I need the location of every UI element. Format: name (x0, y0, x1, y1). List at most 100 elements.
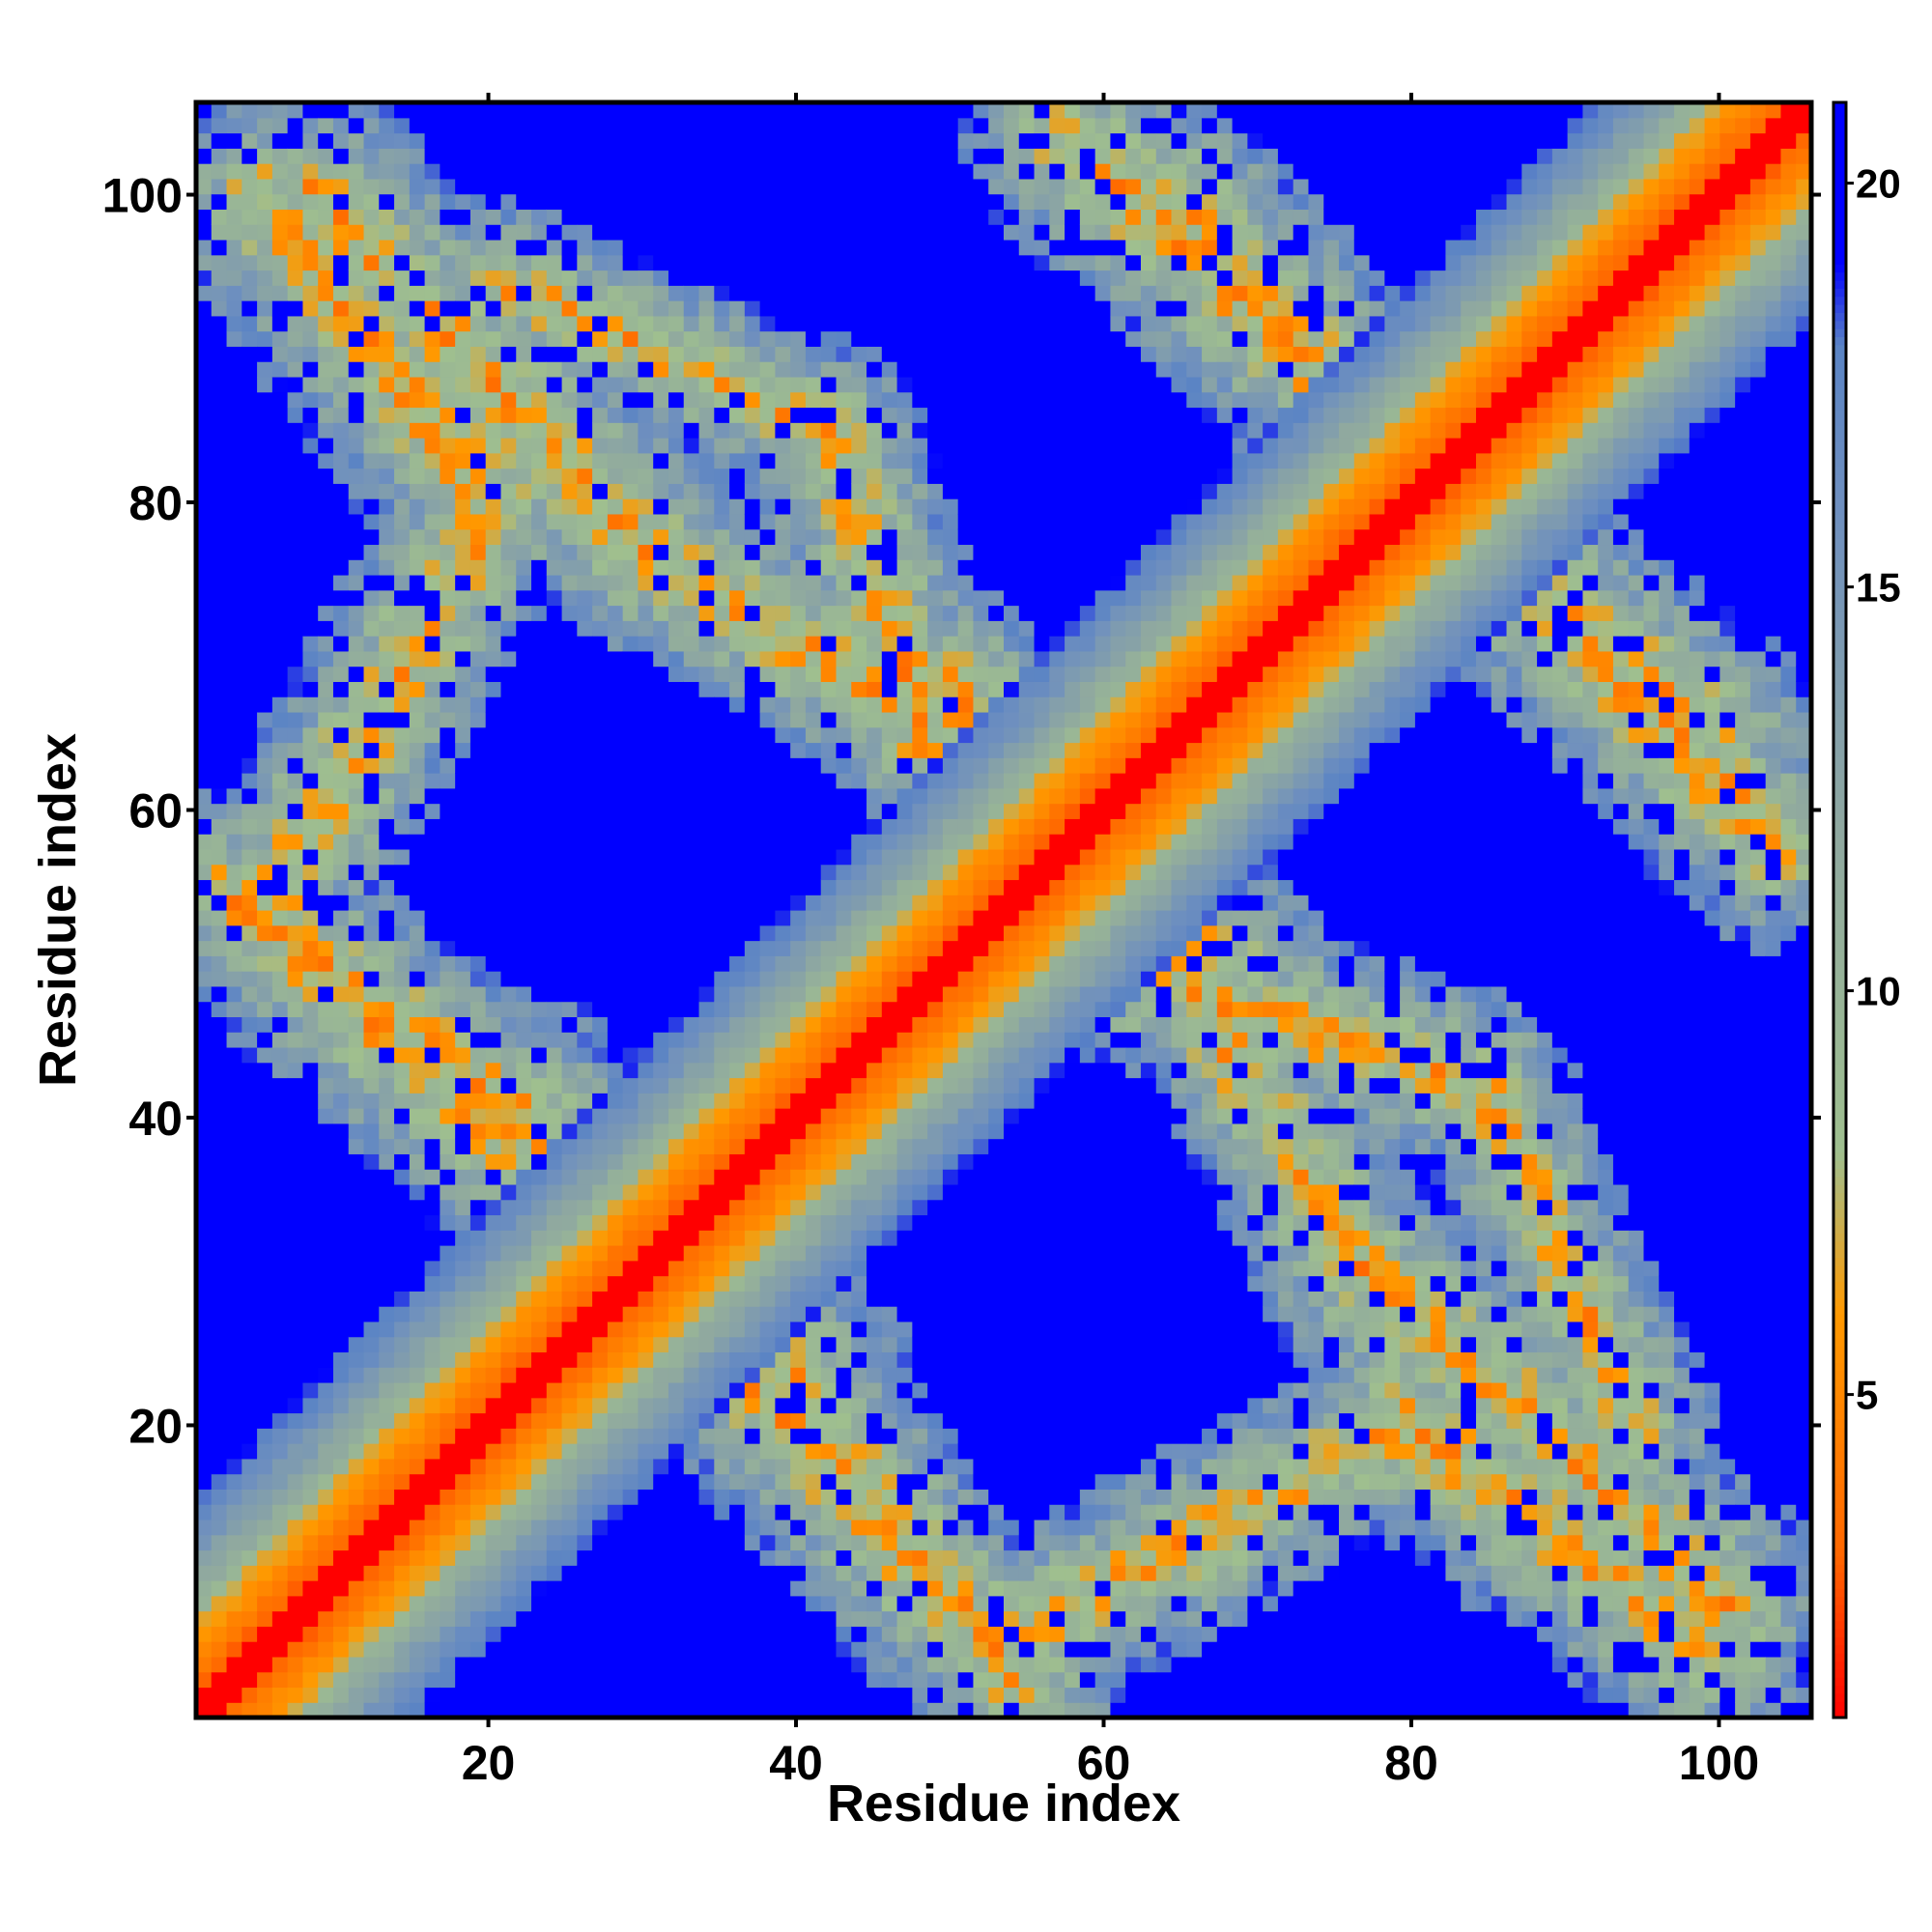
heatmap-cell (592, 117, 609, 134)
heatmap-cell (607, 102, 624, 119)
heatmap-cell (257, 818, 273, 835)
heatmap-cell (775, 1183, 791, 1201)
heatmap-cell (546, 1565, 563, 1581)
heatmap-cell (409, 1046, 426, 1064)
heatmap-cell (348, 148, 365, 164)
heatmap-cell (744, 1321, 761, 1338)
heatmap-cell (379, 1397, 395, 1414)
heatmap-cell (790, 391, 807, 409)
heatmap-cell (500, 1291, 517, 1307)
heatmap-cell (896, 1245, 913, 1262)
heatmap-cell (729, 1412, 746, 1429)
heatmap-cell (698, 315, 715, 332)
heatmap-cell (409, 1702, 426, 1719)
heatmap-cell (531, 1001, 548, 1018)
heatmap-cell (759, 209, 776, 225)
heatmap-cell (440, 1412, 456, 1429)
heatmap-cell (668, 1671, 685, 1689)
heatmap-cell (242, 1199, 258, 1216)
heatmap-cell (455, 1351, 471, 1368)
heatmap-cell (424, 910, 440, 926)
heatmap-cell (500, 407, 517, 423)
heatmap-cell (836, 711, 852, 728)
heatmap-cell (668, 1580, 685, 1597)
heatmap-cell (424, 1077, 440, 1094)
heatmap-cell (881, 666, 898, 682)
heatmap-cell (867, 1595, 883, 1612)
heatmap-cell (653, 1183, 669, 1201)
heatmap-cell (363, 726, 380, 744)
heatmap-cell (469, 773, 487, 789)
heatmap-cell (348, 742, 365, 758)
heatmap-cell (546, 1367, 563, 1383)
heatmap-cell (592, 1534, 609, 1551)
heatmap-cell (729, 468, 746, 484)
heatmap-cell (668, 971, 685, 987)
heatmap-cell (440, 132, 456, 149)
heatmap-cell (851, 726, 867, 744)
heatmap-cell (592, 376, 609, 393)
heatmap-cell (394, 620, 411, 637)
heatmap-cell (759, 1687, 776, 1703)
heatmap-cell (714, 773, 730, 789)
heatmap-cell (546, 513, 563, 530)
heatmap-cell (668, 1321, 685, 1338)
heatmap-cell (332, 315, 350, 332)
heatmap-cell (287, 1336, 304, 1353)
heatmap-cell (242, 773, 258, 789)
heatmap-cell (257, 1138, 273, 1154)
heatmap-cell (531, 1687, 548, 1703)
heatmap-cell (820, 574, 838, 591)
heatmap-cell (257, 346, 273, 362)
heatmap-cell (394, 955, 411, 972)
heatmap-cell (348, 1183, 365, 1201)
heatmap-cell (226, 1138, 242, 1154)
heatmap-cell (424, 1473, 440, 1490)
heatmap-cell (455, 1641, 471, 1658)
heatmap-cell (668, 178, 685, 195)
heatmap-cell (485, 1549, 502, 1566)
heatmap-cell (836, 209, 852, 225)
heatmap-cell (653, 209, 669, 225)
heatmap-cell (332, 742, 350, 758)
heatmap-cell (653, 985, 669, 1003)
heatmap-cell (257, 148, 273, 164)
heatmap-cell (332, 209, 350, 225)
heatmap-cell (881, 1687, 898, 1703)
heatmap-cell (698, 895, 715, 911)
heatmap-cell (318, 391, 334, 409)
heatmap-cell (318, 696, 334, 713)
heatmap-cell (348, 438, 365, 454)
heatmap-cell (607, 1001, 624, 1018)
heatmap-cell (409, 1108, 426, 1124)
heatmap-cell (318, 163, 334, 180)
heatmap-cell (561, 422, 578, 439)
heatmap-cell (836, 1473, 852, 1490)
heatmap-cell (409, 1183, 426, 1201)
heatmap-cell (424, 1610, 440, 1627)
heatmap-cell (607, 924, 624, 942)
heatmap-cell (805, 1077, 822, 1094)
heatmap-cell (881, 270, 898, 286)
heatmap-cell (424, 1641, 440, 1658)
heatmap-cell (394, 452, 411, 469)
heatmap-cell (287, 1032, 304, 1048)
heatmap-cell (242, 895, 258, 911)
heatmap-cell (455, 574, 471, 591)
heatmap-cell (759, 513, 776, 530)
heatmap-cell (790, 696, 807, 713)
heatmap-cell (561, 681, 578, 697)
heatmap-cell (516, 544, 532, 560)
heatmap-cell (668, 924, 685, 942)
heatmap-cell (759, 1549, 776, 1566)
heatmap-cell (242, 1351, 258, 1368)
heatmap-cell (469, 834, 487, 850)
heatmap-cell (790, 1504, 807, 1520)
heatmap-cell (455, 559, 471, 576)
heatmap-cell (196, 1412, 213, 1429)
heatmap-cell (867, 1046, 883, 1064)
heatmap-cell (577, 315, 593, 332)
heatmap-cell (287, 589, 304, 607)
heatmap-cell (302, 955, 319, 972)
